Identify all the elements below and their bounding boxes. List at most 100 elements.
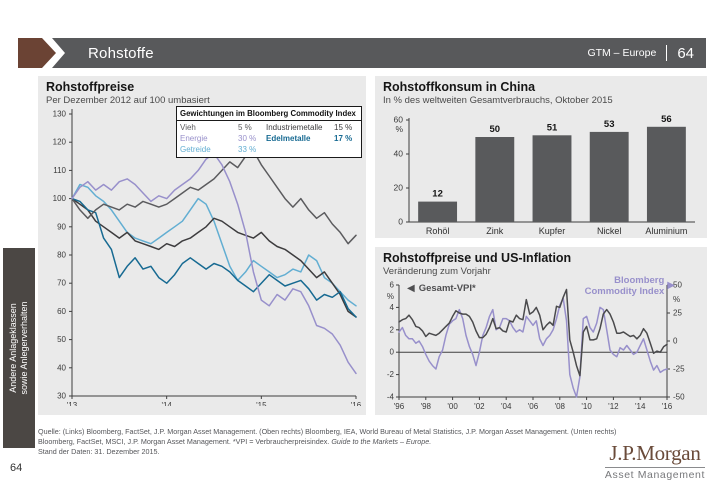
vpi-annotation: ◀ Gesamt-VPI* bbox=[407, 283, 476, 294]
source-text: Quelle: (Links) Bloomberg, FactSet, J.P.… bbox=[38, 427, 623, 457]
header-divider bbox=[666, 45, 668, 61]
source-stand: Stand der Daten: 31. Dezember 2015. bbox=[38, 447, 160, 457]
svg-text:'08: '08 bbox=[555, 402, 566, 411]
legend-entry: Industriemetalle bbox=[266, 123, 323, 132]
svg-text:6: 6 bbox=[390, 281, 395, 290]
svg-text:110: 110 bbox=[53, 166, 66, 175]
gtm-label: GTM – Europe bbox=[587, 47, 657, 59]
svg-text:Zink: Zink bbox=[486, 226, 504, 236]
svg-text:'16: '16 bbox=[351, 401, 362, 406]
commodity-prices-title: Rohstoffpreise bbox=[46, 80, 135, 94]
inflation-title: Rohstoffpreise und US-Inflation bbox=[383, 251, 572, 265]
commodity-index-legend: Gewichtungen im Bloomberg Commodity Inde… bbox=[176, 106, 362, 158]
panel-inflation: Rohstoffpreise und US-Inflation Veränder… bbox=[375, 247, 707, 415]
legend-entry: Vieh bbox=[180, 123, 196, 132]
svg-text:12: 12 bbox=[432, 189, 443, 200]
svg-text:30: 30 bbox=[57, 392, 66, 401]
sidebar-label: Andere Anlageklassen sowie Anlegerverhal… bbox=[3, 248, 35, 448]
svg-text:80: 80 bbox=[57, 251, 66, 260]
legend-entry: Edelmetalle bbox=[266, 134, 311, 143]
commodity-prices-plot: 30 40 50 60 70 80 90 100 110 120 130 '13 '14 '15 '16 bbox=[42, 106, 362, 410]
svg-text:130: 130 bbox=[53, 110, 67, 119]
panel-commodity-prices: Rohstoffpreise Per Dezember 2012 auf 100… bbox=[38, 76, 366, 415]
left-arrow-icon: ◀ bbox=[407, 282, 415, 294]
legend-entry: 33 % bbox=[238, 145, 257, 154]
section-arrow-icon bbox=[18, 38, 56, 68]
svg-text:%: % bbox=[387, 292, 394, 301]
legend-entry: 17 % bbox=[334, 134, 353, 143]
svg-text:50: 50 bbox=[490, 124, 501, 135]
logo-wordmark: J.P.Morgan bbox=[604, 441, 705, 468]
svg-text:50: 50 bbox=[673, 281, 682, 290]
svg-text:'14: '14 bbox=[635, 402, 646, 411]
svg-text:0: 0 bbox=[390, 348, 395, 357]
svg-text:120: 120 bbox=[53, 138, 67, 147]
source-italic: Guide to the Markets – Europe. bbox=[331, 437, 432, 447]
legend-entry bbox=[266, 144, 334, 155]
legend-entry: 5 % bbox=[238, 123, 252, 132]
svg-text:20: 20 bbox=[394, 183, 404, 193]
legend-entry bbox=[334, 144, 358, 155]
jpmorgan-logo: J.P.Morgan Asset Management bbox=[604, 441, 705, 481]
legend-title: Gewichtungen im Bloomberg Commodity Inde… bbox=[177, 107, 361, 121]
china-consumption-plot: 0 20 40 60% 12 Rohöl 50 Zink 51 Kupfer 53 Nickel 56 A… bbox=[379, 110, 701, 238]
svg-text:53: 53 bbox=[604, 119, 615, 130]
svg-text:90: 90 bbox=[57, 222, 66, 231]
right-arrow-icon: ▶ bbox=[667, 280, 675, 291]
svg-text:51: 51 bbox=[547, 122, 558, 133]
logo-subtitle: Asset Management bbox=[604, 469, 705, 481]
svg-text:40: 40 bbox=[57, 363, 66, 372]
source-main: Quelle: (Links) Bloomberg, FactSet, J.P.… bbox=[38, 427, 617, 447]
bcom-annotation: Bloomberg Commodity Index ▶ bbox=[568, 275, 675, 297]
svg-text:Rohöl: Rohöl bbox=[426, 226, 450, 236]
inflation-plot: 6 4 2 0 -2 -4% 50 25 0 -25 -50% '96 '98 '00 '02 '04 '06 '… bbox=[379, 279, 701, 413]
svg-text:Aluminium: Aluminium bbox=[645, 226, 687, 236]
svg-text:4: 4 bbox=[390, 303, 395, 312]
legend-entry: 15 % bbox=[334, 123, 353, 132]
svg-text:25: 25 bbox=[673, 309, 682, 318]
vpi-label: Gesamt-VPI* bbox=[418, 283, 476, 294]
header-bar: Rohstoffe GTM – Europe 64 bbox=[52, 38, 706, 68]
panel-china-consumption: Rohstoffkonsum in China In % des weltwei… bbox=[375, 76, 707, 238]
svg-text:%: % bbox=[673, 295, 680, 304]
svg-text:50: 50 bbox=[57, 335, 66, 344]
svg-text:'12: '12 bbox=[608, 402, 619, 411]
svg-text:-2: -2 bbox=[387, 370, 395, 379]
page-title: Rohstoffe bbox=[88, 44, 154, 62]
legend-rows: Vieh 5 % Industriemetalle 15 % Energie 30 % Ed… bbox=[177, 121, 361, 157]
sidebar-tab: Andere Anlageklassen sowie Anlegerverhal… bbox=[3, 248, 35, 448]
svg-text:'06: '06 bbox=[528, 402, 539, 411]
svg-text:0: 0 bbox=[673, 337, 678, 346]
legend-entry: Getreide bbox=[180, 145, 211, 154]
svg-text:'04: '04 bbox=[501, 402, 512, 411]
svg-text:56: 56 bbox=[661, 114, 672, 125]
svg-text:'96: '96 bbox=[394, 402, 405, 411]
svg-text:'02: '02 bbox=[474, 402, 485, 411]
svg-text:%: % bbox=[395, 124, 403, 134]
header-right-group: GTM – Europe 64 bbox=[587, 45, 706, 62]
svg-text:Nickel: Nickel bbox=[597, 226, 622, 236]
svg-text:'13: '13 bbox=[67, 401, 78, 406]
svg-text:'10: '10 bbox=[581, 402, 592, 411]
svg-text:'98: '98 bbox=[421, 402, 432, 411]
svg-text:-25: -25 bbox=[673, 365, 685, 374]
svg-text:'16: '16 bbox=[662, 402, 673, 411]
svg-text:-50: -50 bbox=[673, 393, 685, 402]
china-consumption-title: Rohstoffkonsum in China bbox=[383, 80, 536, 94]
header-page-number: 64 bbox=[677, 44, 694, 62]
page-number: 64 bbox=[10, 462, 23, 474]
legend-entry: Energie bbox=[180, 134, 208, 143]
svg-text:100: 100 bbox=[53, 194, 67, 203]
inflation-subtitle: Veränderung zum Vorjahr bbox=[383, 266, 491, 277]
legend-entry: 30 % bbox=[238, 134, 257, 143]
commodity-prices-subtitle: Per Dezember 2012 auf 100 umbasiert bbox=[46, 95, 210, 106]
svg-text:70: 70 bbox=[57, 279, 66, 288]
svg-text:2: 2 bbox=[390, 325, 395, 334]
bcom-label: Bloomberg Commodity Index bbox=[584, 275, 665, 297]
svg-text:'14: '14 bbox=[161, 401, 172, 406]
svg-text:60: 60 bbox=[57, 307, 66, 316]
china-consumption-subtitle: In % des weltweiten Gesamtverbrauchs, Ok… bbox=[383, 95, 613, 106]
svg-text:60: 60 bbox=[394, 115, 404, 125]
sidebar-label-line1: Andere Anlageklassen bbox=[8, 303, 18, 393]
svg-text:40: 40 bbox=[394, 149, 404, 159]
